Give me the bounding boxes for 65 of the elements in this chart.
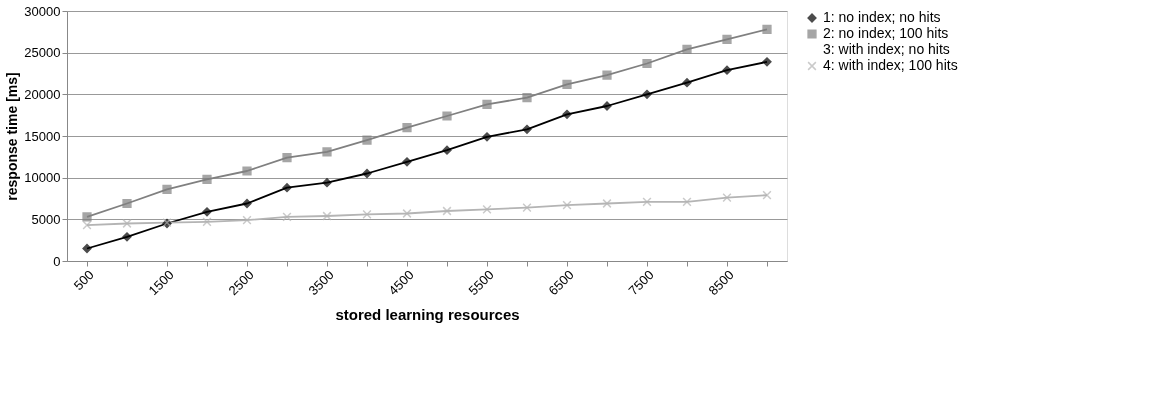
text: 3: with index; no hits bbox=[823, 41, 950, 57]
point bbox=[242, 215, 252, 225]
y-tick-label: 5000 bbox=[31, 211, 61, 227]
point bbox=[482, 132, 492, 142]
point bbox=[522, 93, 532, 103]
point bbox=[762, 57, 772, 67]
point bbox=[722, 34, 732, 44]
point bbox=[522, 124, 532, 134]
y-tick-label: 25000 bbox=[24, 45, 61, 61]
point bbox=[562, 200, 572, 210]
point bbox=[482, 99, 492, 109]
point bbox=[242, 166, 252, 176]
point bbox=[322, 147, 332, 157]
point bbox=[362, 168, 372, 179]
y-tick-label: 30000 bbox=[24, 3, 61, 19]
point bbox=[242, 198, 252, 209]
point bbox=[682, 44, 692, 54]
point bbox=[282, 212, 292, 222]
point bbox=[202, 217, 212, 227]
point bbox=[682, 197, 692, 207]
point bbox=[482, 204, 492, 214]
point bbox=[282, 153, 292, 163]
point bbox=[82, 243, 92, 254]
point bbox=[122, 218, 132, 229]
point bbox=[642, 58, 652, 69]
point bbox=[442, 206, 452, 216]
y-axis-title: response time [ms] bbox=[4, 72, 21, 201]
point bbox=[442, 111, 452, 121]
x-tick-label: 500 bbox=[70, 267, 97, 294]
point bbox=[322, 211, 332, 221]
point bbox=[562, 79, 572, 89]
point bbox=[522, 203, 532, 213]
point bbox=[322, 178, 332, 188]
point bbox=[602, 70, 612, 80]
point bbox=[122, 198, 132, 209]
point bbox=[202, 174, 212, 184]
y-tick-label: 20000 bbox=[24, 86, 61, 102]
point bbox=[362, 135, 372, 145]
y-tick-label: 10000 bbox=[24, 170, 61, 186]
point bbox=[642, 197, 652, 207]
point bbox=[282, 183, 292, 193]
point bbox=[162, 184, 172, 194]
point bbox=[762, 24, 772, 34]
legend-label: 4: with index; 100 hits bbox=[823, 57, 958, 73]
point bbox=[602, 198, 612, 209]
point bbox=[402, 157, 412, 167]
point bbox=[562, 109, 572, 119]
point bbox=[362, 209, 372, 219]
point bbox=[402, 208, 412, 219]
legend-label: 1: no index; no hits bbox=[823, 9, 941, 25]
point bbox=[122, 232, 132, 242]
point bbox=[442, 145, 452, 155]
y-tick-label: 15000 bbox=[24, 128, 61, 144]
legend-label: 2: no index; 100 hits bbox=[823, 25, 949, 41]
x-axis-title: stored learning resources bbox=[335, 306, 520, 324]
point bbox=[82, 220, 92, 230]
point bbox=[642, 89, 652, 99]
point bbox=[202, 207, 212, 217]
point bbox=[722, 193, 732, 203]
y-tick-label: 0 bbox=[53, 253, 61, 269]
point bbox=[82, 212, 92, 222]
point bbox=[722, 65, 732, 75]
point bbox=[402, 123, 412, 133]
point bbox=[682, 78, 692, 88]
point bbox=[762, 190, 772, 200]
